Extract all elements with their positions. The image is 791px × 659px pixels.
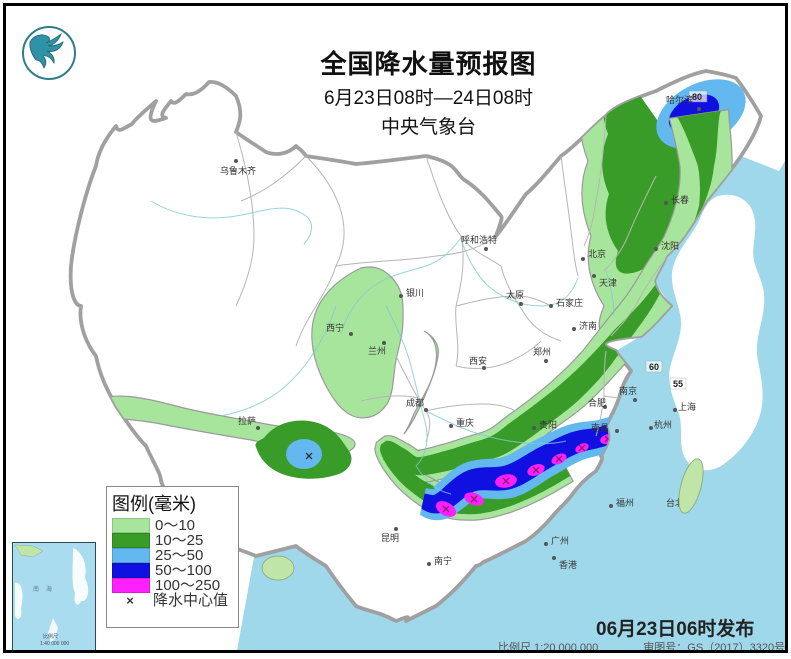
svg-text:1:40 000 000: 1:40 000 000 [40, 641, 69, 647]
svg-text:天津: 天津 [599, 278, 617, 288]
svg-text:太原: 太原 [506, 289, 524, 300]
svg-text:济南: 济南 [579, 320, 597, 331]
svg-text:西安: 西安 [469, 355, 487, 366]
svg-text:南京: 南京 [619, 385, 637, 396]
svg-text:海: 海 [46, 585, 52, 593]
svg-text:广州: 广州 [551, 535, 569, 546]
svg-text:南昌: 南昌 [591, 422, 609, 433]
svg-text:南宁: 南宁 [434, 555, 452, 566]
svg-text:石家庄: 石家庄 [556, 297, 583, 308]
svg-text:昆明: 昆明 [381, 533, 399, 543]
svg-text:南: 南 [33, 585, 39, 593]
svg-text:香港: 香港 [559, 559, 577, 570]
svg-text:兰州: 兰州 [368, 345, 386, 356]
svg-text:沈阳: 沈阳 [661, 240, 679, 251]
svg-text:长春: 长春 [671, 194, 689, 205]
svg-text:贵阳: 贵阳 [539, 419, 557, 430]
svg-text:郑州: 郑州 [533, 346, 551, 357]
svg-text:成都: 成都 [406, 397, 424, 408]
svg-text:55: 55 [673, 379, 683, 389]
svg-text:拉萨: 拉萨 [238, 415, 256, 426]
svg-text:银川: 银川 [406, 287, 424, 298]
svg-text:合肥: 合肥 [588, 397, 606, 408]
svg-text:杭州: 杭州 [654, 419, 672, 430]
svg-text:比例尺: 比例尺 [43, 633, 58, 640]
svg-text:福州: 福州 [616, 497, 634, 508]
svg-text:上海: 上海 [678, 401, 696, 412]
svg-text:西宁: 西宁 [326, 322, 344, 333]
svg-text:60: 60 [649, 362, 659, 372]
svg-text:重庆: 重庆 [456, 417, 474, 428]
svg-text:北京: 北京 [588, 248, 606, 259]
svg-text:乌鲁木齐: 乌鲁木齐 [220, 165, 256, 176]
svg-text:呼和浩特: 呼和浩特 [461, 234, 497, 245]
